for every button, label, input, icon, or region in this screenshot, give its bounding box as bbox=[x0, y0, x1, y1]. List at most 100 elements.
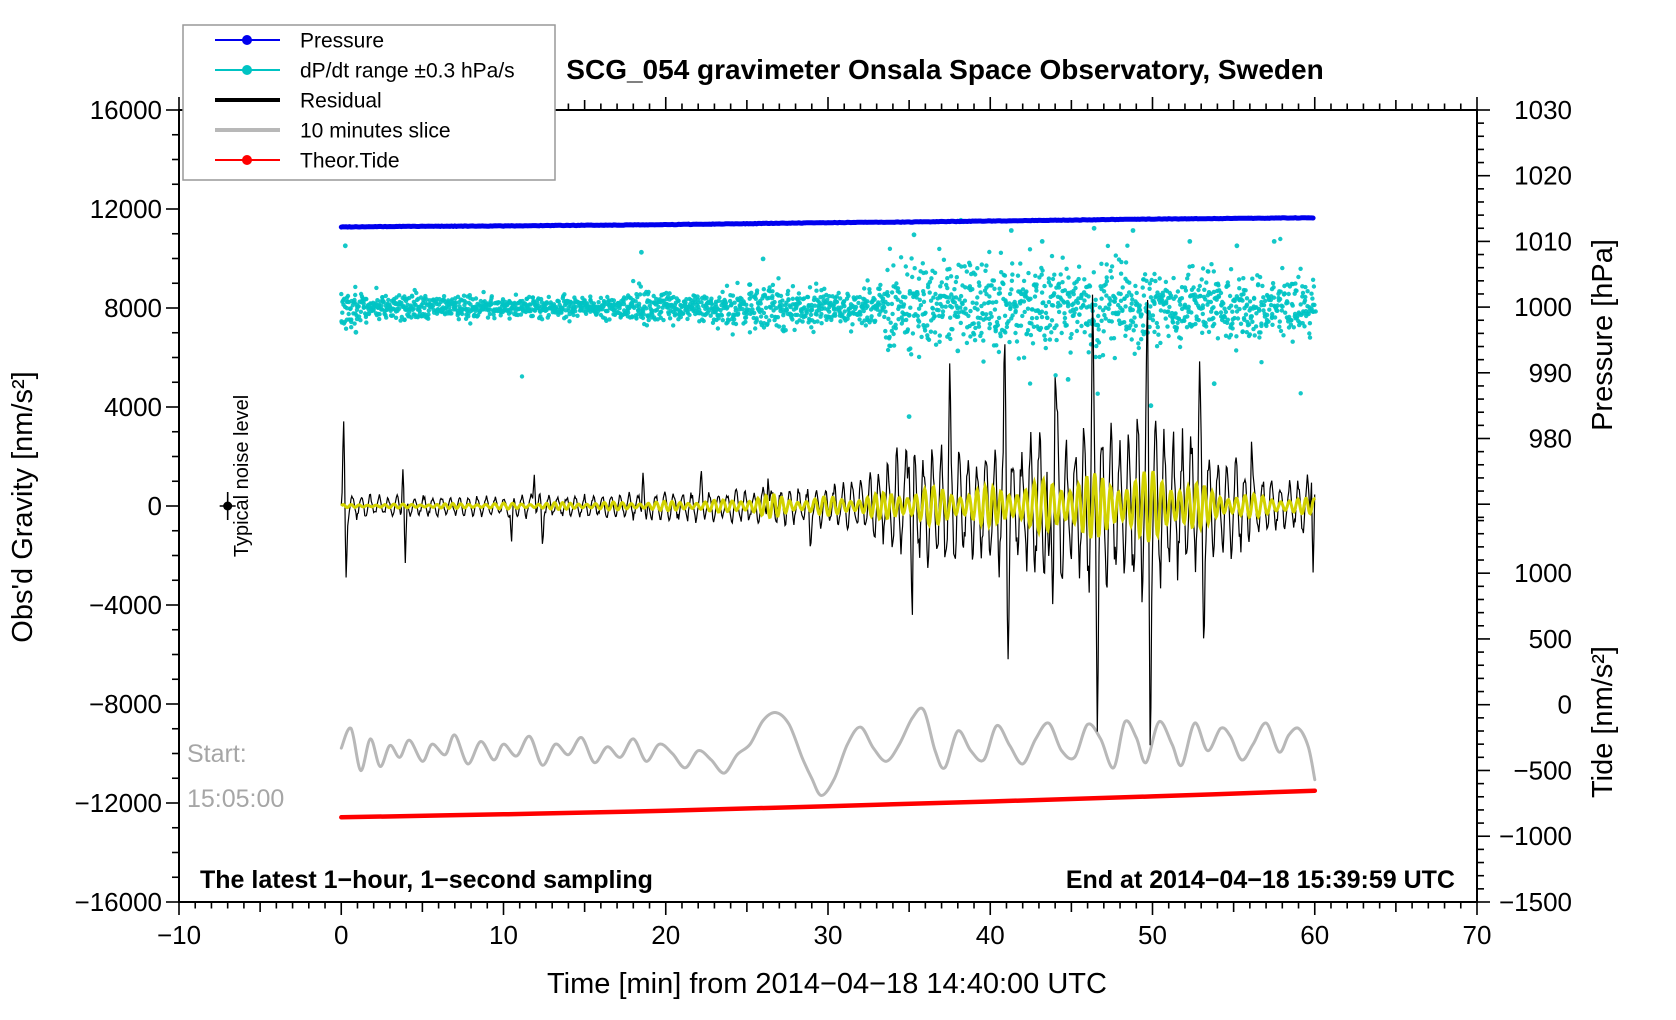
dpdt-point bbox=[750, 307, 755, 312]
dpdt-point bbox=[975, 295, 980, 300]
dpdt-point bbox=[1234, 334, 1239, 339]
dpdt-point bbox=[1175, 289, 1181, 294]
dpdt-point bbox=[1028, 296, 1033, 301]
noise-level-label: Typical noise level bbox=[231, 395, 253, 557]
dpdt-point bbox=[1054, 337, 1059, 343]
dpdt-point bbox=[1076, 264, 1082, 269]
dpdt-point bbox=[979, 262, 984, 267]
dpdt-point bbox=[758, 314, 764, 319]
dpdt-point bbox=[730, 293, 736, 298]
dpdt-point bbox=[829, 317, 834, 323]
tide-tick-label: −1000 bbox=[1499, 821, 1572, 851]
dpdt-point bbox=[459, 311, 465, 317]
dpdt-point bbox=[995, 322, 1000, 328]
dpdt-point bbox=[909, 256, 914, 261]
dpdt-point bbox=[976, 321, 981, 326]
dpdt-point bbox=[1177, 344, 1183, 350]
dpdt-point bbox=[1010, 261, 1015, 266]
dpdt-point bbox=[1085, 322, 1090, 328]
dpdt-point bbox=[1130, 297, 1135, 302]
dpdt-point bbox=[1211, 269, 1217, 274]
dpdt-point bbox=[1101, 329, 1106, 334]
dpdt-point bbox=[732, 300, 737, 305]
gravity-tick-label: 0 bbox=[148, 491, 162, 521]
dpdt-point bbox=[946, 295, 952, 300]
x-axis-title: Time [min] from 2014−04−18 14:40:00 UTC bbox=[547, 968, 1107, 1000]
dpdt-point bbox=[531, 299, 537, 304]
dpdt-point bbox=[775, 315, 781, 320]
dpdt-point bbox=[970, 300, 975, 305]
dpdt-point bbox=[916, 319, 922, 324]
dpdt-point bbox=[496, 300, 501, 305]
gravity-tick-label: −4000 bbox=[89, 590, 162, 620]
dpdt-point bbox=[1046, 276, 1052, 281]
dpdt-point bbox=[1065, 304, 1071, 309]
dpdt-point bbox=[885, 347, 891, 353]
dpdt-point bbox=[468, 321, 473, 326]
dpdt-point bbox=[955, 314, 961, 319]
dpdt-point bbox=[1166, 333, 1171, 339]
dpdt-point bbox=[573, 308, 578, 314]
dpdt-point bbox=[399, 314, 404, 320]
dpdt-point bbox=[1208, 299, 1214, 305]
dpdt-point bbox=[1039, 290, 1045, 295]
dpdt-point bbox=[802, 305, 807, 310]
dpdt-point bbox=[1277, 319, 1283, 324]
dpdt-point bbox=[621, 301, 627, 307]
dpdt-point bbox=[358, 318, 363, 323]
dpdt-point bbox=[1147, 324, 1152, 330]
dpdt-point bbox=[889, 301, 895, 307]
dpdt-point bbox=[1053, 373, 1058, 378]
dpdt-point bbox=[456, 317, 461, 322]
dpdt-point bbox=[1307, 335, 1313, 340]
dpdt-point bbox=[588, 294, 593, 299]
dpdt-point bbox=[814, 281, 819, 286]
dpdt-point bbox=[814, 288, 819, 293]
dpdt-point bbox=[1099, 318, 1104, 323]
dpdt-point bbox=[907, 289, 913, 294]
dpdt-point bbox=[790, 296, 795, 301]
dpdt-point bbox=[998, 331, 1003, 336]
dpdt-point bbox=[1289, 318, 1294, 323]
dpdt-point bbox=[1259, 323, 1264, 329]
dpdt-point bbox=[1191, 285, 1196, 290]
dpdt-point bbox=[968, 334, 973, 339]
dpdt-point bbox=[1038, 325, 1044, 331]
dpdt-point bbox=[901, 302, 907, 307]
dpdt-point bbox=[987, 321, 993, 327]
dpdt-point bbox=[952, 287, 957, 292]
dpdt-point bbox=[725, 304, 730, 310]
dpdt-point bbox=[1062, 311, 1067, 316]
dpdt-point bbox=[1247, 299, 1253, 304]
dpdt-point bbox=[1124, 293, 1130, 299]
dpdt-point bbox=[744, 311, 750, 317]
dpdt-point bbox=[645, 314, 651, 319]
dpdt-point bbox=[492, 316, 497, 321]
dpdt-point bbox=[349, 317, 354, 322]
dpdt-point bbox=[978, 290, 983, 295]
dpdt-point bbox=[1048, 283, 1053, 288]
dpdt-point bbox=[1123, 333, 1128, 338]
gravity-tick-label: −12000 bbox=[75, 788, 162, 818]
dpdt-point bbox=[1244, 330, 1250, 335]
gravity-tick-label: 12000 bbox=[90, 194, 162, 224]
pressure-tick-label: 1010 bbox=[1514, 226, 1572, 256]
dpdt-point bbox=[1086, 294, 1091, 299]
dpdt-point bbox=[1226, 283, 1231, 288]
dpdt-point bbox=[1156, 332, 1161, 337]
dpdt-point bbox=[925, 333, 930, 338]
dpdt-point bbox=[498, 313, 503, 318]
dpdt-point bbox=[1237, 306, 1242, 312]
x-tick-label: 60 bbox=[1300, 920, 1329, 950]
dpdt-point bbox=[989, 283, 994, 288]
dpdt-point bbox=[963, 285, 968, 290]
dpdt-point bbox=[997, 291, 1003, 296]
dpdt-point bbox=[1010, 272, 1015, 277]
dpdt-point bbox=[644, 306, 649, 311]
dpdt-point bbox=[1200, 311, 1206, 317]
dpdt-point bbox=[1216, 294, 1222, 299]
dpdt-point bbox=[1223, 333, 1229, 338]
dpdt-point bbox=[910, 331, 916, 336]
dpdt-point bbox=[1206, 269, 1211, 274]
tide-tick-label: −1500 bbox=[1499, 887, 1572, 917]
